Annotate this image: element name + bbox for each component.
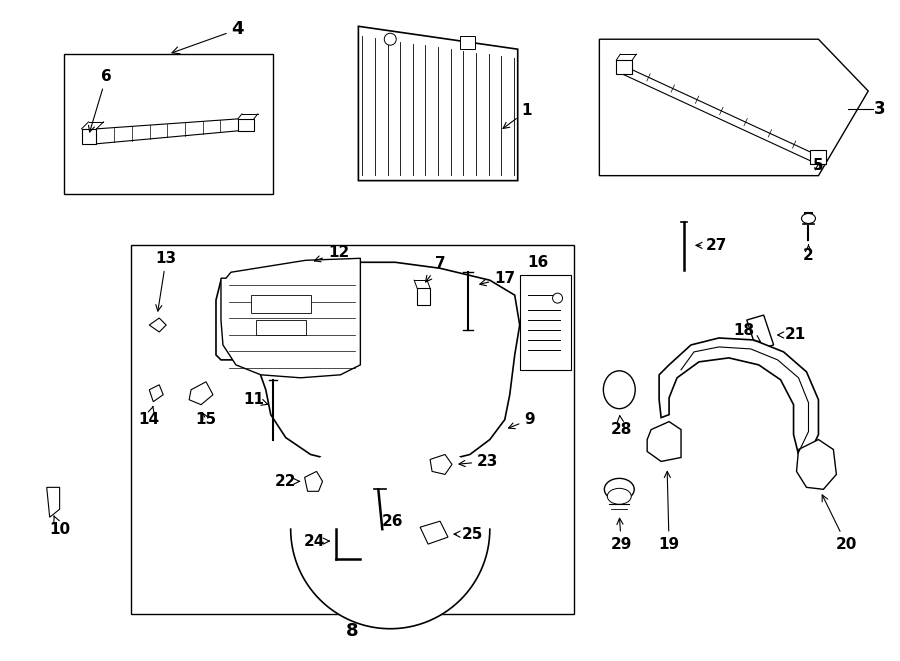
Text: 10: 10 bbox=[50, 516, 70, 537]
Text: 18: 18 bbox=[734, 323, 760, 342]
Text: 7: 7 bbox=[426, 256, 446, 282]
Text: 11: 11 bbox=[243, 392, 267, 407]
Text: 1: 1 bbox=[503, 103, 532, 128]
Text: 13: 13 bbox=[156, 251, 176, 311]
Polygon shape bbox=[82, 129, 96, 144]
Polygon shape bbox=[647, 422, 681, 461]
Text: 5: 5 bbox=[813, 158, 824, 173]
Text: 14: 14 bbox=[139, 407, 160, 427]
Polygon shape bbox=[189, 382, 213, 405]
Text: 23: 23 bbox=[459, 454, 499, 469]
Polygon shape bbox=[796, 440, 836, 489]
Polygon shape bbox=[358, 26, 518, 180]
Polygon shape bbox=[47, 487, 59, 517]
Polygon shape bbox=[238, 119, 254, 131]
Text: 28: 28 bbox=[610, 416, 632, 437]
Bar bbox=[256, 320, 306, 335]
Polygon shape bbox=[149, 385, 163, 402]
Polygon shape bbox=[420, 521, 448, 544]
Bar bbox=[64, 54, 273, 194]
Text: 12: 12 bbox=[314, 245, 349, 262]
Text: 2: 2 bbox=[803, 245, 814, 263]
Text: 16: 16 bbox=[527, 254, 548, 270]
Ellipse shape bbox=[553, 293, 562, 303]
Polygon shape bbox=[460, 36, 475, 49]
Text: 22: 22 bbox=[274, 474, 300, 489]
Polygon shape bbox=[221, 258, 360, 378]
Bar bbox=[131, 245, 574, 614]
Text: 26: 26 bbox=[382, 514, 403, 529]
Polygon shape bbox=[659, 338, 818, 459]
Ellipse shape bbox=[604, 479, 634, 500]
Polygon shape bbox=[304, 471, 322, 491]
Polygon shape bbox=[216, 262, 519, 467]
Polygon shape bbox=[149, 318, 166, 332]
Text: 24: 24 bbox=[304, 533, 329, 549]
Circle shape bbox=[291, 430, 490, 629]
Text: 9: 9 bbox=[508, 412, 535, 428]
Text: 25: 25 bbox=[454, 527, 483, 541]
Text: 19: 19 bbox=[659, 471, 680, 551]
Text: 8: 8 bbox=[346, 622, 359, 640]
Polygon shape bbox=[616, 60, 632, 74]
Ellipse shape bbox=[603, 371, 635, 408]
Text: 20: 20 bbox=[823, 495, 857, 551]
Text: 4: 4 bbox=[172, 20, 244, 54]
Text: 3: 3 bbox=[875, 100, 886, 118]
Polygon shape bbox=[417, 288, 430, 305]
Text: 15: 15 bbox=[195, 412, 217, 427]
Text: 29: 29 bbox=[610, 518, 632, 551]
Polygon shape bbox=[430, 455, 452, 475]
Polygon shape bbox=[599, 39, 868, 176]
Polygon shape bbox=[747, 315, 774, 350]
Text: 27: 27 bbox=[696, 238, 727, 253]
Text: 17: 17 bbox=[480, 271, 516, 286]
Text: 6: 6 bbox=[88, 69, 112, 132]
Ellipse shape bbox=[802, 214, 815, 223]
Ellipse shape bbox=[608, 488, 631, 504]
Text: 21: 21 bbox=[778, 327, 806, 342]
Polygon shape bbox=[811, 150, 826, 164]
Ellipse shape bbox=[384, 33, 396, 45]
Bar bbox=[251, 295, 310, 313]
Bar bbox=[519, 275, 572, 370]
